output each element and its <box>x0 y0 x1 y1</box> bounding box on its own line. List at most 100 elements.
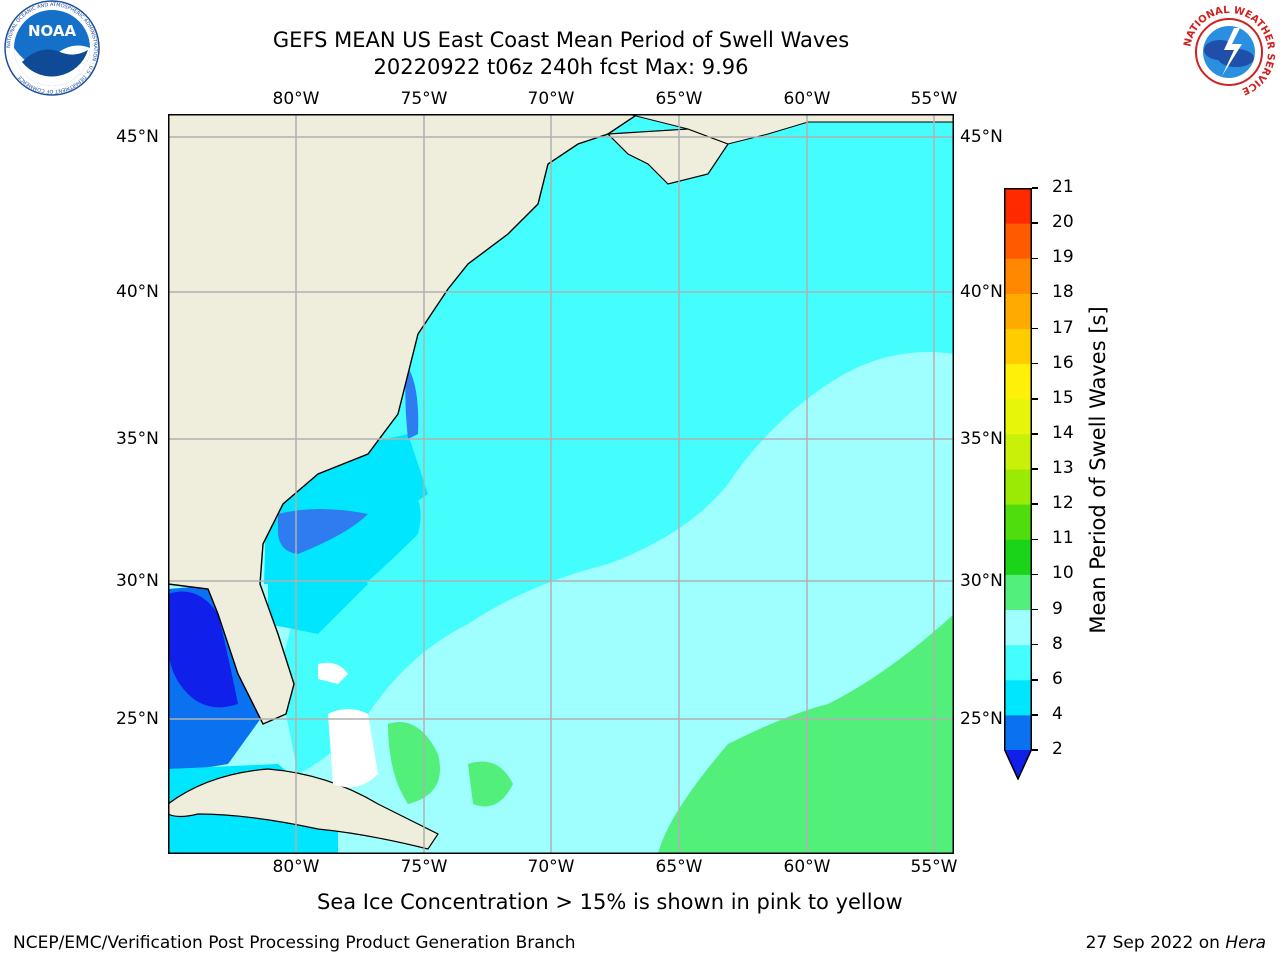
footer-machine: Hera <box>1225 933 1266 953</box>
colorbar-tick-label: 2 <box>1052 739 1063 759</box>
colorbar <box>1004 188 1032 780</box>
top-lon-label: 75°W <box>400 89 448 109</box>
bottom-lon-label: 65°W <box>655 857 703 877</box>
top-lon-label: 65°W <box>655 89 703 109</box>
colorbar-segment <box>1004 328 1032 365</box>
colorbar-tick-mark <box>1032 362 1038 365</box>
ocean-field-2-4s-carolinas <box>278 509 368 554</box>
colorbar-segment <box>1004 714 1032 751</box>
colorbar-segment <box>1004 539 1032 575</box>
bottom-lon-label: 55°W <box>910 857 958 877</box>
colorbar-tick-label: 18 <box>1052 282 1074 303</box>
colorbar-label: Mean Period of Swell Waves [s] <box>1086 306 1110 634</box>
top-lon-label: 60°W <box>783 89 831 109</box>
colorbar-tick-mark <box>1032 679 1038 681</box>
colorbar-tick-label: 17 <box>1052 317 1074 338</box>
colorbar-tick-label: 19 <box>1052 247 1074 268</box>
noaa-wordmark: NOAA <box>28 22 77 40</box>
bahamas-bank-north <box>318 662 348 684</box>
left-lat-label: 25°N <box>116 709 159 729</box>
map-border <box>168 114 954 854</box>
colorbar-tick-mark <box>1032 503 1038 505</box>
colorbar-segment <box>1004 574 1032 610</box>
colorbar-tick-label: 13 <box>1052 458 1074 478</box>
colorbar-tick-mark <box>1032 608 1038 611</box>
colorbar-segment <box>1004 609 1032 646</box>
colorbar-tick-mark <box>1032 643 1038 646</box>
colorbar-tick-mark <box>1032 468 1038 470</box>
colorbar-segment <box>1004 398 1032 435</box>
bottom-lon-label: 70°W <box>527 857 575 877</box>
land-cuba <box>168 768 439 850</box>
colorbar-tick-mark <box>1032 433 1038 435</box>
colorbar-tick-label: 16 <box>1052 352 1074 373</box>
chart-subtitle: 20220922 t06z 240h fcst Max: 9.96 <box>373 55 749 79</box>
left-lat-label: 30°N <box>116 571 159 591</box>
top-lon-label: 70°W <box>527 89 575 109</box>
graticule <box>168 114 954 854</box>
colorbar-tick-label: 21 <box>1052 177 1074 197</box>
colorbar-tick-label: 6 <box>1052 668 1063 689</box>
top-lon-label: 80°W <box>272 89 320 109</box>
ocean-field-4-6s-florida <box>268 534 368 634</box>
colorbar-tick-label: 9 <box>1052 598 1063 619</box>
colorbar-segment <box>1004 469 1032 505</box>
colorbar-outline <box>1004 188 1032 780</box>
colorbar-segment <box>1004 293 1032 329</box>
top-lon-label: 55°W <box>910 89 958 109</box>
right-lat-label: 30°N <box>960 571 1003 591</box>
noaa-logo: NOAA NATIONAL OCEANIC AND ATMOSPHERIC AD… <box>4 0 100 96</box>
left-lat-label: 45°N <box>116 127 159 147</box>
colorbar-tick-mark <box>1032 714 1038 716</box>
left-lat-label: 40°N <box>116 282 159 302</box>
nws-logo: NATIONAL WEATHER SERVICE <box>1182 5 1276 98</box>
colorbar-extend-min <box>1004 750 1032 780</box>
right-lat-label: 40°N <box>960 282 1003 302</box>
ocean-field-9-10s-bahamas <box>388 722 440 804</box>
colorbar-tick-label: 4 <box>1052 703 1063 724</box>
ocean-field-9-10s-patch <box>468 761 513 807</box>
footer-date-text: 27 Sep 2022 on <box>1085 933 1226 953</box>
gulf-field-under-2s <box>168 591 238 708</box>
sea-ice-note: Sea Ice Concentration > 15% is shown in … <box>317 890 903 914</box>
colorbar-segment <box>1004 223 1032 259</box>
colorbar-tick-mark <box>1032 327 1038 330</box>
land-us-east-coast <box>168 114 640 725</box>
right-lat-label: 45°N <box>960 127 1003 147</box>
footer-branch: NCEP/EMC/Verification Post Processing Pr… <box>13 933 576 953</box>
bottom-lon-label: 60°W <box>783 857 831 877</box>
colorbar-segment <box>1004 644 1032 681</box>
right-lat-label: 25°N <box>960 709 1003 729</box>
colorbar-tick-label: 20 <box>1052 212 1074 233</box>
colorbar-segment <box>1004 363 1032 400</box>
colorbar-tick-mark <box>1032 749 1038 751</box>
chart-title: GEFS MEAN US East Coast Mean Period of S… <box>272 28 850 52</box>
colorbar-tick-label: 11 <box>1052 528 1074 549</box>
colorbar-segment <box>1004 188 1032 224</box>
bahamas-bank <box>328 709 378 788</box>
colorbar-tick-label: 10 <box>1052 563 1074 584</box>
bottom-lon-label: 75°W <box>400 857 448 877</box>
colorbar-segment <box>1004 504 1032 540</box>
colorbar-tick-mark <box>1032 573 1038 576</box>
colorbar-tick-label: 8 <box>1052 633 1063 654</box>
footer-date: 27 Sep 2022 on Hera <box>1086 933 1266 953</box>
colorbar-tick-label: 14 <box>1052 422 1074 443</box>
colorbar-segment <box>1004 679 1032 716</box>
colorbar-tick-mark <box>1032 187 1038 189</box>
colorbar-tick-label: 15 <box>1052 387 1074 408</box>
ocean-field-2-4s-hatteras <box>405 364 419 439</box>
colorbar-tick-mark <box>1032 398 1038 400</box>
colorbar-tick-mark <box>1032 257 1038 259</box>
ocean-field-9-10s-southeast <box>658 614 954 854</box>
colorbar-tick-mark <box>1032 292 1038 295</box>
swell-period-map <box>168 114 954 854</box>
colorbar-tick-label: 12 <box>1052 493 1074 514</box>
bottom-lon-label: 80°W <box>272 857 320 877</box>
right-lat-label: 35°N <box>960 429 1003 449</box>
colorbar-segment <box>1004 433 1032 470</box>
left-lat-label: 35°N <box>116 429 159 449</box>
colorbar-tick-mark <box>1032 222 1038 224</box>
colorbar-tick-mark <box>1032 538 1038 540</box>
colorbar-segment <box>1004 258 1032 294</box>
